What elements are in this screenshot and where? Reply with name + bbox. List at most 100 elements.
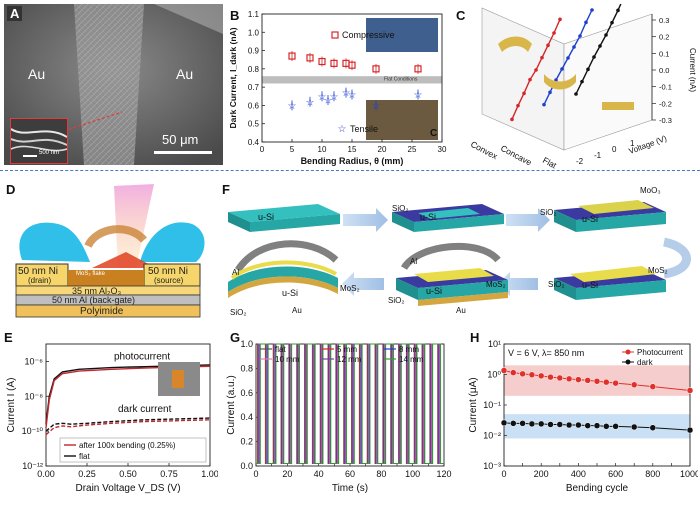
e-xtick-label: 0.25 bbox=[78, 469, 96, 479]
b-tens-point: ☆ bbox=[342, 88, 351, 99]
h-point-photocurrent bbox=[686, 387, 694, 394]
h-line-photocurrent bbox=[503, 370, 691, 391]
panel-b-letter: B bbox=[230, 8, 240, 23]
c-label-concave: Concave bbox=[499, 143, 534, 168]
g-ytick-label: 0.4 bbox=[240, 412, 253, 422]
c-point-concave bbox=[542, 102, 546, 107]
c-point-flat bbox=[586, 67, 590, 72]
h-ytick-label: 10⁰ bbox=[487, 370, 501, 380]
panel-a-letter: A bbox=[7, 6, 23, 21]
scale-bar-label: 50 μm bbox=[162, 132, 199, 147]
b-legend-tens: Tensile bbox=[350, 124, 378, 134]
h-point-photocurrent bbox=[556, 374, 564, 382]
f-usi-4: u-Si bbox=[582, 280, 599, 290]
c-point-convex bbox=[540, 55, 544, 60]
h-xtick-label: 400 bbox=[571, 469, 586, 479]
g-trace-14mm bbox=[256, 343, 444, 465]
h-ylabel: Current (μA) bbox=[468, 377, 479, 432]
g-legend-label: 14 mm bbox=[399, 355, 424, 364]
panel-c-letter: C bbox=[456, 8, 466, 23]
dielectric-label: 35 nm Al₂O₃ bbox=[72, 286, 122, 296]
flat-band-label: Flat Conditions bbox=[384, 77, 418, 83]
g-xtick-label: 80 bbox=[376, 469, 386, 479]
g-ytick-label: 0.2 bbox=[240, 437, 253, 447]
h-line-dark bbox=[503, 422, 691, 431]
drain-sub-label: (drain) bbox=[28, 276, 52, 285]
b-tens-point: ☆ bbox=[318, 92, 327, 103]
h-point-dark bbox=[565, 421, 573, 429]
substrate-layer bbox=[15, 304, 201, 318]
b-xtick-label: 0 bbox=[260, 145, 265, 154]
c-point-concave bbox=[572, 45, 576, 49]
b-xlabel: Bending Radius, θ (mm) bbox=[301, 156, 404, 166]
h-point-photocurrent bbox=[603, 378, 610, 386]
b-xtick-label: 5 bbox=[290, 145, 295, 154]
h-point-dark bbox=[575, 421, 582, 429]
g-legend-label: 10 mm bbox=[275, 355, 300, 364]
h-point-photocurrent bbox=[528, 371, 536, 379]
g-ytick-label: 0.0 bbox=[240, 461, 253, 471]
h-point-dark bbox=[649, 424, 657, 431]
panel-c-chart: -0.3 -0.2 -0.1 0.0 0.1 0.2 0.3 Current (nA) Conv… bbox=[469, 4, 697, 170]
scale-bar bbox=[154, 151, 212, 154]
f-usi-3: u-Si bbox=[582, 214, 599, 224]
c-point-concave bbox=[566, 56, 570, 60]
h-point-photocurrent bbox=[584, 377, 591, 384]
b-legend-comp-marker bbox=[331, 31, 339, 39]
channel-label: MoS₂ flake bbox=[76, 271, 106, 277]
f-mos2-6: MoS₂ bbox=[340, 284, 360, 293]
c-point-concave bbox=[578, 34, 582, 38]
panel-h-letter: H bbox=[470, 330, 480, 345]
c-ztick-label: 0.2 bbox=[659, 33, 669, 42]
g-xlabel: Time (s) bbox=[332, 483, 368, 494]
c-point-flat bbox=[580, 79, 584, 84]
c-point-concave bbox=[590, 8, 594, 12]
c-point-convex bbox=[522, 91, 526, 96]
h-point-photocurrent bbox=[500, 367, 508, 374]
c-device-icon-flat bbox=[602, 102, 634, 110]
g-ylabel: Current (a.u.) bbox=[226, 375, 237, 434]
c-point-convex bbox=[546, 43, 550, 48]
h-ytick-label: 10⁻¹ bbox=[483, 400, 501, 410]
b-ytick-label: 0.6 bbox=[248, 101, 260, 110]
b-ytick-label: 0.8 bbox=[248, 65, 260, 74]
b-tens-point: ☆ bbox=[288, 101, 297, 112]
c-point-convex bbox=[552, 31, 556, 35]
e-curve-dark-flat bbox=[45, 417, 211, 432]
section-divider bbox=[0, 170, 700, 171]
left-probe bbox=[19, 222, 90, 262]
e-inset-device bbox=[172, 370, 184, 388]
c-point-convex bbox=[558, 17, 562, 22]
g-ytick-label: 0.8 bbox=[240, 363, 253, 373]
h-xtick-label: 0 bbox=[501, 469, 506, 479]
e-ylabel: Current I (A) bbox=[6, 377, 17, 432]
e-ytick-label: 10⁻¹² bbox=[22, 461, 43, 471]
e-legend-flat: flat bbox=[79, 452, 90, 461]
h-legend-dark: dark bbox=[637, 358, 654, 367]
h-point-photocurrent bbox=[565, 375, 573, 383]
c-ztick-label: 0.0 bbox=[659, 66, 669, 75]
c-zlabel: Current (nA) bbox=[688, 48, 697, 92]
b-tens-point: ☆ bbox=[348, 90, 357, 101]
b-xtick-label: 10 bbox=[318, 145, 327, 154]
h-point-dark bbox=[584, 422, 591, 429]
g-xtick-label: 20 bbox=[282, 469, 292, 479]
g-xtick-label: 120 bbox=[436, 469, 451, 479]
h-point-photocurrent bbox=[593, 378, 601, 385]
h-point-photocurrent bbox=[537, 372, 545, 380]
b-comp-point bbox=[318, 57, 326, 66]
h-point-photocurrent bbox=[547, 373, 554, 381]
g-xtick-label: 100 bbox=[405, 469, 420, 479]
c-xtick-label: 1 bbox=[630, 139, 635, 148]
h-point-dark bbox=[612, 423, 619, 430]
h-point-dark bbox=[686, 426, 694, 434]
f-sio2-6: SiO₂ bbox=[230, 308, 247, 317]
h-point-dark bbox=[593, 422, 601, 429]
panel-g-chart: 0 20 40 60 80 100 120 0.0 0.2 0.4 0.6 0.8 1.0 Time (s… bbox=[226, 339, 452, 494]
c-point-flat bbox=[616, 8, 620, 13]
flat-band bbox=[262, 76, 442, 84]
c-xtick-label: -2 bbox=[576, 157, 584, 166]
h-point-dark bbox=[500, 419, 508, 427]
c-point-flat bbox=[610, 20, 614, 25]
h-ytick-label: 10⁻³ bbox=[483, 461, 501, 471]
